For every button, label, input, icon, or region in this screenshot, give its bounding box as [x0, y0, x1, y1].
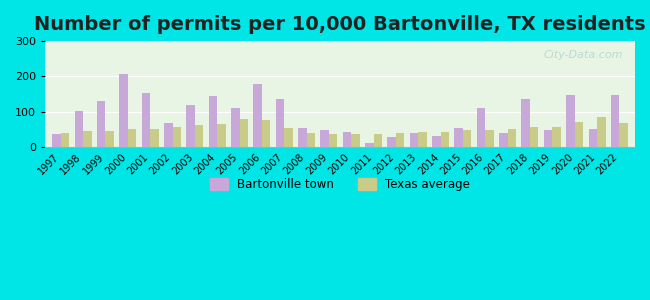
Bar — [120, 74, 128, 147]
Bar — [454, 128, 463, 147]
Bar — [365, 143, 374, 147]
Bar — [351, 134, 359, 147]
Bar — [187, 104, 195, 147]
Bar — [284, 128, 292, 147]
Bar — [307, 133, 315, 147]
Bar — [240, 119, 248, 147]
Bar — [61, 134, 70, 147]
Bar — [320, 130, 329, 147]
Bar — [298, 128, 307, 147]
Bar — [150, 129, 159, 147]
Bar — [276, 99, 284, 147]
Bar — [164, 123, 172, 147]
Bar — [374, 134, 382, 147]
Bar — [217, 124, 226, 147]
Bar — [209, 96, 217, 147]
Text: City-Data.com: City-Data.com — [543, 50, 623, 60]
Bar — [566, 95, 575, 147]
Bar — [521, 98, 530, 147]
Bar — [52, 134, 61, 147]
Legend: Bartonville town, Texas average: Bartonville town, Texas average — [205, 173, 474, 196]
Bar — [419, 132, 427, 147]
Bar — [128, 129, 136, 147]
Bar — [83, 131, 92, 147]
Bar — [195, 125, 203, 147]
Bar — [441, 132, 449, 147]
Bar — [231, 108, 240, 147]
Bar — [142, 93, 150, 147]
Bar — [463, 130, 471, 147]
Bar — [75, 110, 83, 147]
Bar — [530, 128, 538, 147]
Bar — [432, 136, 441, 147]
Bar — [552, 128, 561, 147]
Bar — [105, 131, 114, 147]
Bar — [499, 134, 508, 147]
Bar — [611, 95, 619, 147]
Bar — [329, 134, 337, 147]
Bar — [410, 134, 419, 147]
Bar — [254, 84, 262, 147]
Bar — [575, 122, 583, 147]
Bar — [486, 130, 494, 147]
Bar — [477, 108, 486, 147]
Bar — [508, 129, 516, 147]
Bar — [619, 123, 628, 147]
Bar — [343, 132, 351, 147]
Bar — [262, 120, 270, 147]
Bar — [597, 117, 606, 147]
Bar — [97, 101, 105, 147]
Bar — [172, 127, 181, 147]
Bar — [396, 133, 404, 147]
Bar — [387, 137, 396, 147]
Bar — [588, 129, 597, 147]
Bar — [544, 130, 552, 147]
Title: Number of permits per 10,000 Bartonville, TX residents: Number of permits per 10,000 Bartonville… — [34, 15, 646, 34]
